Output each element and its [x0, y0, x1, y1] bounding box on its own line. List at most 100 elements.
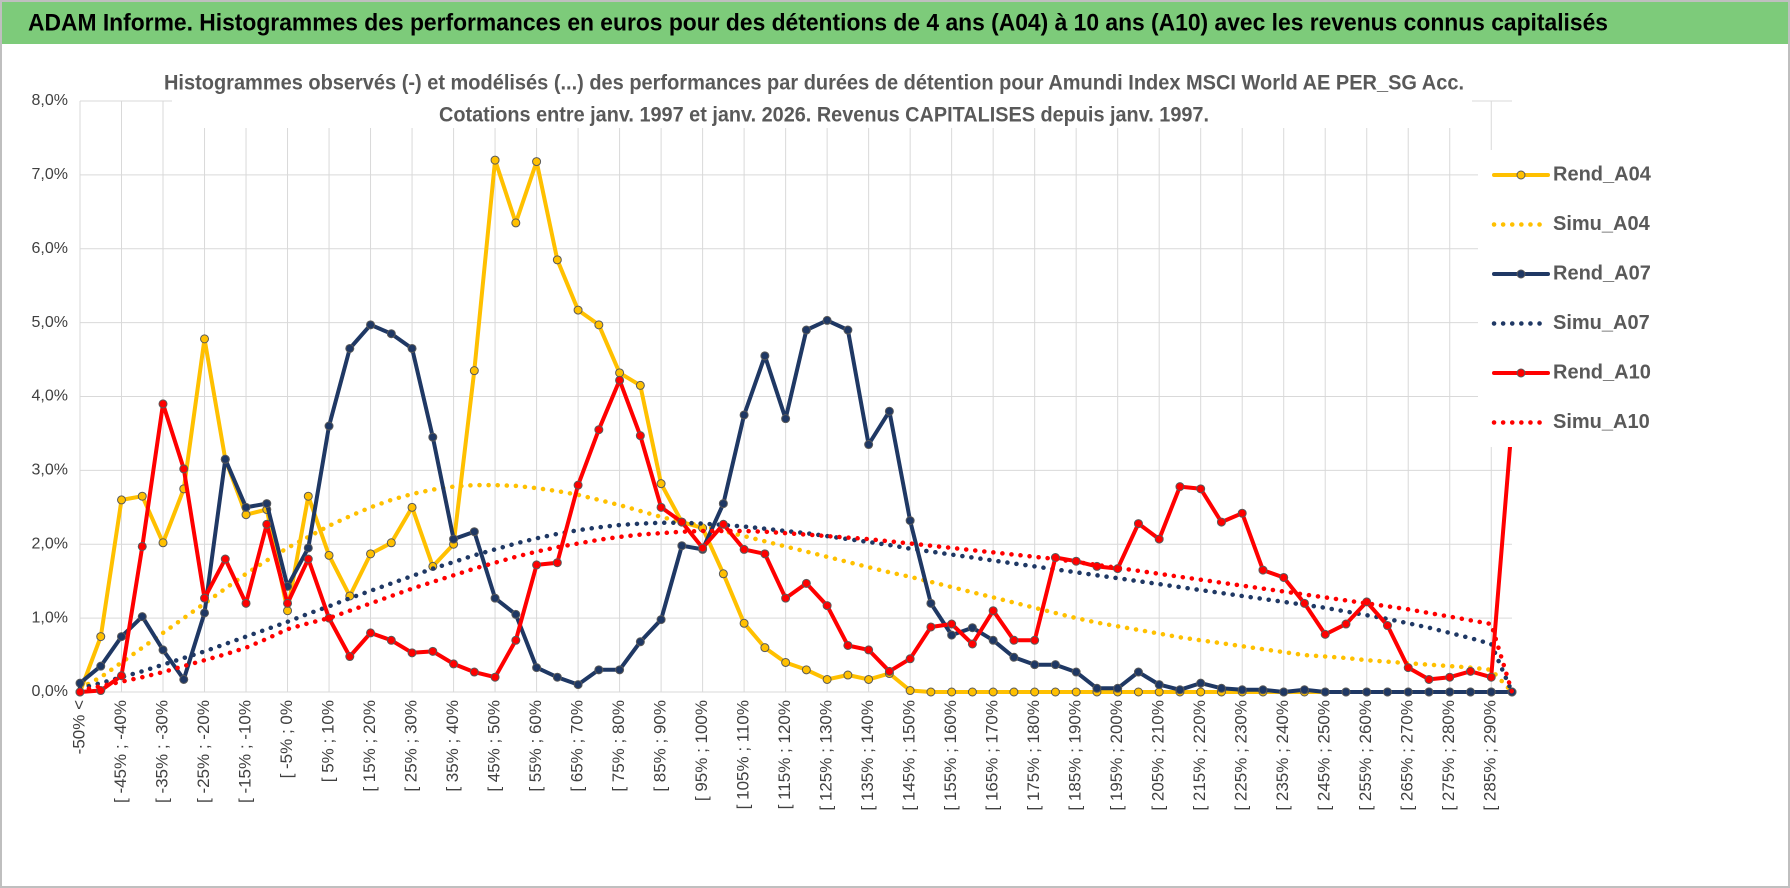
point — [552, 672, 562, 682]
legend-label: Rend_A10 — [1553, 361, 1651, 383]
point — [967, 639, 977, 649]
point — [573, 480, 583, 490]
point — [988, 606, 998, 616]
point — [490, 593, 500, 603]
point — [1092, 683, 1102, 693]
point — [1216, 517, 1226, 527]
point — [428, 646, 438, 656]
point — [1196, 484, 1206, 494]
chart-subtitle: Cotations entre janv. 1997 et janv. 2026… — [439, 104, 1209, 127]
point — [864, 645, 874, 655]
point — [781, 593, 791, 603]
point — [96, 632, 106, 642]
x-tick-label: [ 255% ; 260% — [1356, 700, 1375, 811]
point — [158, 645, 168, 655]
x-tick-label: [ 205% ; 210% — [1149, 700, 1168, 811]
point — [1030, 635, 1040, 645]
point — [469, 366, 479, 376]
y-tick-label: 4,0% — [32, 388, 68, 405]
point — [96, 661, 106, 671]
legend-box — [1478, 150, 1658, 447]
point — [573, 680, 583, 690]
point — [967, 687, 977, 697]
point — [635, 380, 645, 390]
point — [1030, 687, 1040, 697]
point — [1071, 667, 1081, 677]
point — [822, 601, 832, 611]
point — [200, 334, 210, 344]
point — [1258, 685, 1268, 695]
point — [366, 320, 376, 330]
point — [781, 414, 791, 424]
point — [594, 425, 604, 435]
point — [1320, 687, 1330, 697]
point — [718, 569, 728, 579]
point — [1196, 687, 1206, 697]
point — [843, 325, 853, 335]
x-tick-label: [ 155% ; 160% — [941, 700, 960, 811]
series-line — [78, 318, 1514, 694]
point — [117, 671, 127, 681]
x-tick-label: [ 85% ; 90% — [651, 700, 670, 792]
legend-marker — [1516, 170, 1526, 180]
point — [635, 431, 645, 441]
point — [822, 315, 832, 325]
x-tick-label: [ 225% ; 230% — [1232, 700, 1251, 811]
x-tick-label: [ -35% ; -30% — [152, 700, 171, 803]
point — [1030, 660, 1040, 670]
legend-marker — [1516, 269, 1526, 279]
point — [532, 560, 542, 570]
point — [117, 495, 127, 505]
point — [1216, 683, 1226, 693]
point — [1465, 687, 1475, 697]
legend-label: Simu_A07 — [1553, 312, 1650, 334]
point — [552, 255, 562, 265]
x-tick-label: [ 125% ; 130% — [817, 700, 836, 811]
point — [407, 502, 417, 512]
point — [739, 544, 749, 554]
point — [137, 612, 147, 622]
point — [366, 628, 376, 638]
point — [469, 527, 479, 537]
point — [552, 558, 562, 568]
legend-label: Rend_A04 — [1553, 163, 1652, 185]
point — [1237, 508, 1247, 518]
point — [1133, 519, 1143, 529]
point — [1154, 680, 1164, 690]
point — [220, 454, 230, 464]
point — [947, 619, 957, 629]
point — [511, 635, 521, 645]
point — [988, 687, 998, 697]
x-tick-label: [ 65% ; 70% — [568, 700, 587, 792]
point — [1279, 687, 1289, 697]
point — [781, 657, 791, 667]
point — [200, 593, 210, 603]
point — [1320, 629, 1330, 639]
point — [303, 554, 313, 564]
point — [262, 519, 272, 529]
point — [615, 368, 625, 378]
point — [718, 499, 728, 509]
chart-title: Histogrammes observés (-) et modélisés (… — [164, 72, 1464, 95]
point — [1403, 663, 1413, 673]
point — [1009, 687, 1019, 697]
point — [656, 479, 666, 489]
point — [573, 305, 583, 315]
header-title: ADAM Informe. Histogrammes des performan… — [28, 9, 1608, 36]
title-bg — [172, 66, 1472, 128]
point — [801, 578, 811, 588]
point — [490, 155, 500, 165]
point — [490, 672, 500, 682]
y-tick-label: 7,0% — [32, 166, 68, 183]
point — [220, 554, 230, 564]
point — [1382, 621, 1392, 631]
point — [1133, 667, 1143, 677]
point — [1299, 685, 1309, 695]
point — [988, 635, 998, 645]
point — [926, 687, 936, 697]
point — [884, 406, 894, 416]
point — [1465, 666, 1475, 676]
point — [303, 491, 313, 501]
point — [656, 502, 666, 512]
x-tick-label: [ 265% ; 270% — [1398, 700, 1417, 811]
